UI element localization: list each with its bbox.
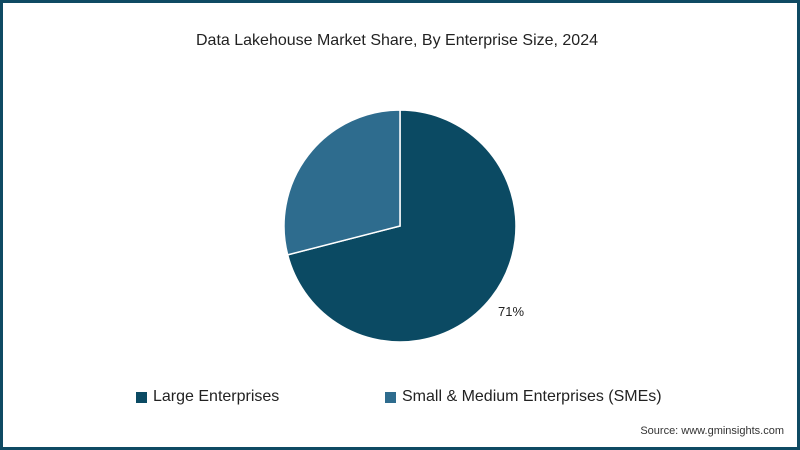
pie-slice-large-enterprises[interactable]	[286, 109, 517, 343]
source-note: Source: www.gminsights.com	[640, 425, 784, 437]
data-label-large-enterprises: 71%	[498, 304, 524, 319]
legend-item-large-enterprises[interactable]: Large Enterprises	[136, 388, 279, 406]
legend-item-smes[interactable]: Small & Medium Enterprises (SMEs)	[385, 388, 662, 406]
chart-title: Data Lakehouse Market Share, By Enterpri…	[196, 32, 598, 49]
legend-label: Small & Medium Enterprises (SMEs)	[402, 388, 662, 405]
pie-slice-smes[interactable]	[283, 109, 401, 256]
legend-label: Large Enterprises	[153, 388, 280, 405]
legend-swatch-icon	[385, 391, 396, 403]
legend-swatch-icon	[136, 391, 147, 403]
